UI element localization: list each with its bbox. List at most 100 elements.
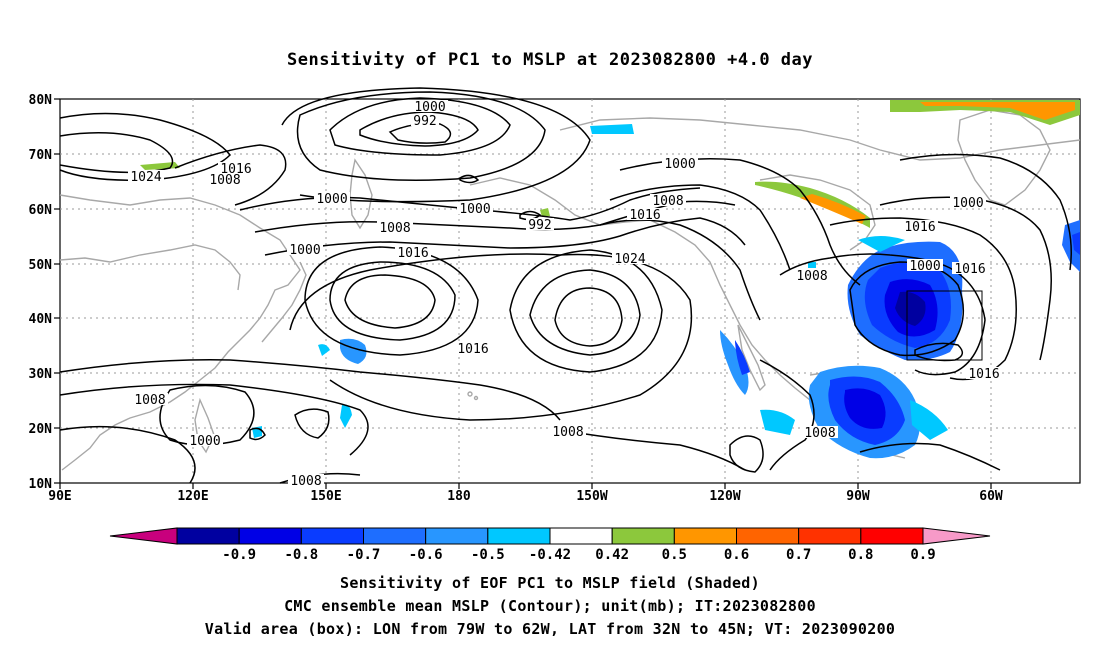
contour-label-bg (627, 208, 663, 220)
colorbar-swatch (549, 527, 613, 545)
contour-label-bg (550, 425, 586, 437)
colorbar-label: 0.8 (848, 547, 873, 563)
contour-label-bg (187, 434, 223, 446)
colorbar-label: -0.9 (222, 547, 256, 563)
contour-label: 1008 (796, 269, 827, 284)
contour-label-bg (457, 202, 493, 214)
contour-label: 1000 (664, 157, 695, 172)
contour-label-bg (377, 221, 413, 233)
lat-label: 80N (29, 93, 53, 108)
map-title: Sensitivity of PC1 to MSLP at 2023082800… (286, 50, 813, 70)
lon-label: 120E (177, 489, 208, 504)
lon-label: 180 (447, 489, 471, 504)
lon-label: 150E (310, 489, 341, 504)
mslp-contours (59, 87, 1072, 484)
contour-label-bg (966, 367, 1002, 379)
footer-shaded-desc: Sensitivity of EOF PC1 to MSLP field (Sh… (340, 574, 760, 592)
contour-label-bg (662, 157, 698, 169)
contour-label-bg (907, 259, 943, 271)
colorbar-label: -0.7 (347, 547, 381, 563)
contour-label: 992 (528, 218, 551, 233)
contour-label-bg (902, 220, 938, 232)
colorbar-label: -0.6 (409, 547, 443, 563)
colorbar-label: -0.5 (471, 547, 505, 563)
lat-label: 40N (29, 312, 53, 327)
colorbar-swatch (487, 527, 551, 545)
colorbar-swatch (611, 527, 675, 545)
contour-label: 1016 (629, 208, 660, 223)
colorbar-label: -0.42 (529, 547, 571, 563)
colorbar-swatch (425, 527, 489, 545)
lat-label: 60N (29, 203, 53, 218)
contour-label: 1000 (289, 243, 320, 258)
contour-label: 1008 (134, 393, 165, 408)
lon-label: 120W (709, 489, 740, 504)
contour-label-bg (132, 393, 168, 405)
lon-label: 150W (576, 489, 607, 504)
contour-label: 1024 (130, 170, 161, 185)
colorbar-swatch (176, 527, 240, 545)
contour-label: 1016 (954, 262, 985, 277)
contour-label: 1016 (968, 367, 999, 382)
contour-label: 1000 (414, 100, 445, 115)
colorbar-swatch (363, 527, 427, 545)
contour-label-bg (802, 426, 838, 438)
contour-label: 1008 (209, 173, 240, 188)
contour-label: 1000 (952, 196, 983, 211)
footer-contour-desc: CMC ensemble mean MSLP (Contour); unit(m… (284, 597, 816, 615)
contour-label: 1008 (804, 426, 835, 441)
lon-label: 90W (846, 489, 870, 504)
colorbar-max-arrow (922, 527, 991, 545)
contour-label: 1000 (189, 434, 220, 449)
contour-label: 1008 (290, 474, 321, 489)
contour-label-bg (612, 252, 648, 264)
colorbar-swatch (798, 527, 862, 545)
colorbar-label: 0.6 (724, 547, 749, 563)
contour-label-bg (411, 114, 439, 126)
footer-valid-area: Valid area (box): LON from 79W to 62W, L… (204, 620, 896, 638)
contour-label-bg (455, 342, 491, 354)
contour-label: 1008 (379, 221, 410, 236)
contour-label: 1000 (909, 259, 940, 274)
contour-label-bg (650, 194, 686, 206)
contour-label-bg (395, 246, 431, 258)
contour-label-bg (794, 269, 830, 281)
contour-label: 1008 (552, 425, 583, 440)
lat-label: 20N (29, 422, 53, 437)
contour-label-bg (950, 196, 986, 208)
colorbar-label: 0.42 (595, 547, 629, 563)
contour-label-bg (412, 100, 448, 112)
contour-label: 1000 (459, 202, 490, 217)
lat-label: 50N (29, 258, 53, 273)
lat-label: 30N (29, 367, 53, 382)
tick-marks (54, 98, 992, 489)
contour-label-bg (207, 173, 243, 185)
contour-label-bg (218, 162, 254, 174)
valid-area-box (906, 290, 983, 361)
colorbar-swatch (238, 527, 302, 545)
lat-axis: 80N 70N 60N 50N 40N 30N 20N 10N (29, 93, 53, 492)
contour-label: 1016 (904, 220, 935, 235)
contour-label: 1016 (457, 342, 488, 357)
contour-label-bg (128, 170, 164, 182)
contour-label: 1024 (614, 252, 645, 267)
contour-label-bg (314, 192, 350, 204)
colorbar-label: -0.8 (284, 547, 318, 563)
colorbar-swatch (860, 527, 924, 545)
colorbar-label: 0.7 (786, 547, 811, 563)
contour-label: 1000 (316, 192, 347, 207)
contour-label: 1016 (397, 246, 428, 261)
colorbar-swatch (300, 527, 365, 545)
colorbar-label: 0.5 (662, 547, 687, 563)
colorbar-label: 0.9 (910, 547, 935, 563)
lon-axis: 90E 120E 150E 180 150W 120W 90W 60W (48, 489, 1003, 504)
contour-label-bg (288, 474, 324, 486)
contour-label: 992 (413, 114, 436, 129)
colorbar-swatch (673, 527, 737, 545)
lon-label: 90E (48, 489, 71, 504)
lon-label: 60W (979, 489, 1003, 504)
contour-label-bg (526, 218, 554, 230)
contour-label-bg (287, 243, 323, 255)
